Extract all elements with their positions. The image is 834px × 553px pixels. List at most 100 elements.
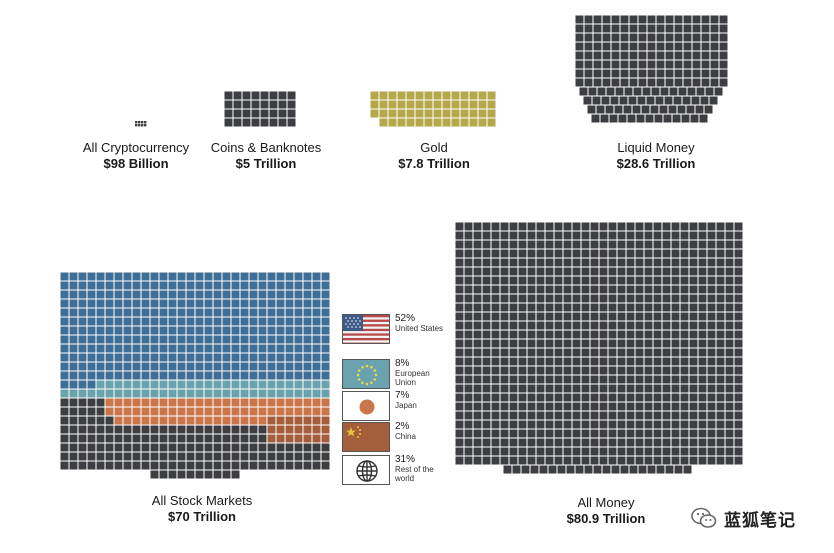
waffle-cell-money <box>715 338 726 349</box>
waffle-cell-stocks <box>266 451 277 462</box>
waffle-cell-money <box>607 293 618 304</box>
waffle-cell-liquid <box>673 32 684 43</box>
waffle-cell-stocks <box>122 397 133 408</box>
waffle-cell-money <box>544 257 555 268</box>
waffle-cell-money <box>688 293 699 304</box>
waffle-cell-money <box>499 347 510 358</box>
waffle-cell-stocks <box>167 361 178 372</box>
waffle-cell-money <box>454 284 465 295</box>
waffle-cell-stocks <box>86 316 97 327</box>
waffle-cell-money <box>733 248 744 259</box>
waffle-cell-stocks <box>239 424 250 435</box>
waffle-cell-money <box>652 455 663 466</box>
waffle-cell-stocks <box>302 388 313 399</box>
waffle-cell-coins <box>223 117 234 128</box>
waffle-cell-money <box>598 221 609 232</box>
waffle-cell-money <box>670 266 681 277</box>
waffle-cell-money <box>481 266 492 277</box>
waffle-cell-liquid <box>637 68 648 79</box>
waffle-cell-money <box>634 419 645 430</box>
waffle-cell-money <box>463 302 474 313</box>
waffle-cell-stocks <box>113 343 124 354</box>
waffle-cell-liquid <box>583 59 594 70</box>
waffle-cell-money <box>508 374 519 385</box>
waffle-cell-stocks <box>275 397 286 408</box>
waffle-cell-money <box>589 329 600 340</box>
waffle-cell-stocks <box>320 397 331 408</box>
waffle-cell-money <box>652 383 663 394</box>
waffle-cell-stocks <box>203 343 214 354</box>
us-region: United States <box>395 324 444 333</box>
waffle-cell-money <box>490 338 501 349</box>
waffle-cell-stocks <box>230 307 241 318</box>
waffle-cell-money <box>562 275 573 286</box>
waffle-cell-money <box>472 266 483 277</box>
waffle-cell-money <box>733 311 744 322</box>
waffle-cell-stocks <box>185 406 196 417</box>
waffle-cell-stocks <box>149 379 160 390</box>
waffle-cell-money <box>517 419 528 430</box>
waffle-cell-stocks <box>320 433 331 444</box>
waffle-cell-money <box>637 464 648 475</box>
waffle-cell-money <box>652 392 663 403</box>
waffle-cell-stocks <box>257 325 268 336</box>
waffle-cell-coins <box>259 108 270 119</box>
waffle-cell-money <box>607 302 618 313</box>
waffle-cell-stocks <box>194 325 205 336</box>
waffle-cell-money <box>517 338 528 349</box>
waffle-cell-money <box>643 410 654 421</box>
waffle-cell-money <box>625 410 636 421</box>
waffle-cell-money <box>472 446 483 457</box>
waffle-cell-money <box>661 455 672 466</box>
waffle-cell-stocks <box>131 397 142 408</box>
waffle-cell-stocks <box>212 451 223 462</box>
waffle-cell-stocks <box>230 352 241 363</box>
waffle-cell-liquid <box>628 32 639 43</box>
waffle-cell-money <box>607 428 618 439</box>
waffle-cell-gold <box>405 90 416 101</box>
waffle-coins <box>223 90 297 128</box>
waffle-cell-money <box>562 455 573 466</box>
waffle-cell-money <box>553 392 564 403</box>
waffle-cell-liquid <box>682 23 693 34</box>
waffle-cell-crypto <box>141 124 144 127</box>
waffle-cell-money <box>502 464 513 475</box>
waffle-cell-stocks <box>230 397 241 408</box>
waffle-cell-stocks <box>95 325 106 336</box>
waffle-cell-stocks <box>185 469 196 480</box>
waffle-cell-money <box>562 428 573 439</box>
waffle-cell-stocks <box>59 424 70 435</box>
waffle-cell-stocks <box>113 442 124 453</box>
waffle-cell-money <box>481 437 492 448</box>
waffle-cell-stocks <box>311 379 322 390</box>
waffle-cell-money <box>697 248 708 259</box>
waffle-cell-stocks <box>77 361 88 372</box>
waffle-cell-money <box>625 275 636 286</box>
waffle-cell-stocks <box>284 424 295 435</box>
waffle-cell-money <box>517 230 528 241</box>
waffle-cell-stocks <box>302 280 313 291</box>
waffle-cell-stocks <box>104 442 115 453</box>
waffle-cell-stocks <box>149 388 160 399</box>
waffle-cell-liquid <box>646 59 657 70</box>
waffle-cell-money <box>481 446 492 457</box>
waffle-cell-money <box>535 356 546 367</box>
waffle-cell-stocks <box>266 397 277 408</box>
waffle-cell-stocks <box>230 325 241 336</box>
waffle-cell-stocks <box>275 334 286 345</box>
waffle-cell-money <box>571 266 582 277</box>
waffle-cell-stocks <box>149 370 160 381</box>
waffle-cell-stocks <box>293 388 304 399</box>
waffle-cell-stocks <box>194 442 205 453</box>
waffle-cell-liquid <box>718 68 729 79</box>
waffle-cell-money <box>454 293 465 304</box>
waffle-cell-money <box>688 428 699 439</box>
waffle-cell-money <box>499 284 510 295</box>
waffle-cell-money <box>481 410 492 421</box>
waffle-cell-money <box>589 302 600 313</box>
waffle-cell-money <box>697 356 708 367</box>
waffle-cell-liquid <box>682 68 693 79</box>
waffle-cell-stocks <box>257 451 268 462</box>
waffle-cell-money <box>634 302 645 313</box>
waffle-cell-stocks <box>149 469 160 480</box>
